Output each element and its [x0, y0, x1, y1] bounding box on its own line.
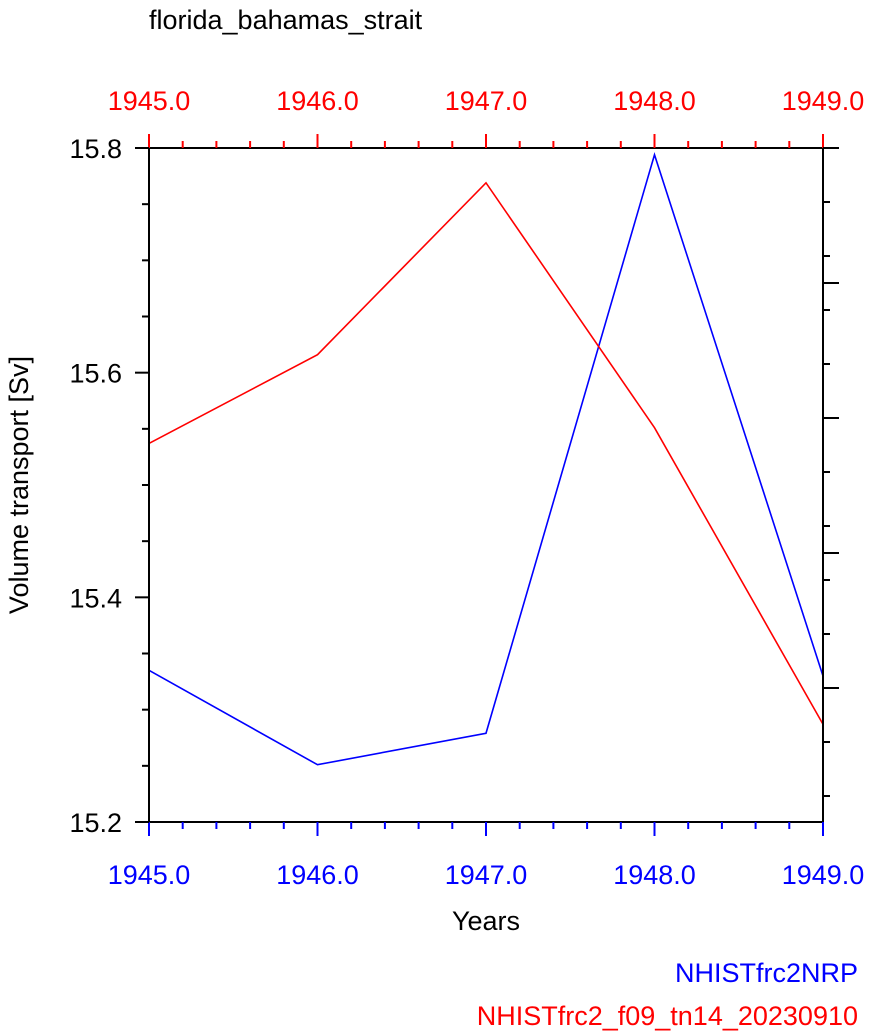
series-line-2 [148, 181, 824, 725]
series-line-1 [148, 152, 824, 766]
left-tick-label: 15.2 [69, 808, 122, 838]
legend-entry-2: NHISTfrc2_f09_tn14_20230910 [477, 1001, 858, 1031]
x-axis-label: Years [452, 906, 520, 936]
top-tick-label: 1947.0 [445, 86, 528, 116]
bottom-tick-label: 1946.0 [276, 860, 359, 890]
left-tick-label: 15.4 [69, 583, 122, 613]
top-tick-label: 1949.0 [782, 86, 865, 116]
left-axis: 15.2 15.4 15.6 15.8 [69, 134, 149, 838]
left-tick-label: 15.8 [69, 134, 122, 164]
top-axis: 1945.0 1946.0 1947.0 1948.0 1949.0 [108, 86, 865, 148]
bottom-tick-label: 1948.0 [613, 860, 696, 890]
legend: NHISTfrc2NRP NHISTfrc2_f09_tn14_20230910 [477, 958, 858, 1031]
chart-title: florida_bahamas_strait [149, 5, 423, 35]
bottom-axis: 1945.0 1946.0 1947.0 1948.0 1949.0 [108, 822, 865, 890]
legend-entry-1: NHISTfrc2NRP [675, 958, 858, 988]
bottom-tick-label: 1949.0 [782, 860, 865, 890]
y-axis-label: Volume transport [Sv] [4, 356, 34, 614]
bottom-tick-label: 1947.0 [445, 860, 528, 890]
left-tick-label: 15.6 [69, 359, 122, 389]
right-axis [823, 147, 839, 797]
top-tick-label: 1946.0 [276, 86, 359, 116]
plot-frame [148, 147, 824, 823]
top-tick-label: 1945.0 [108, 86, 191, 116]
series-layer [148, 152, 824, 766]
bottom-tick-label: 1945.0 [108, 860, 191, 890]
top-tick-label: 1948.0 [613, 86, 696, 116]
